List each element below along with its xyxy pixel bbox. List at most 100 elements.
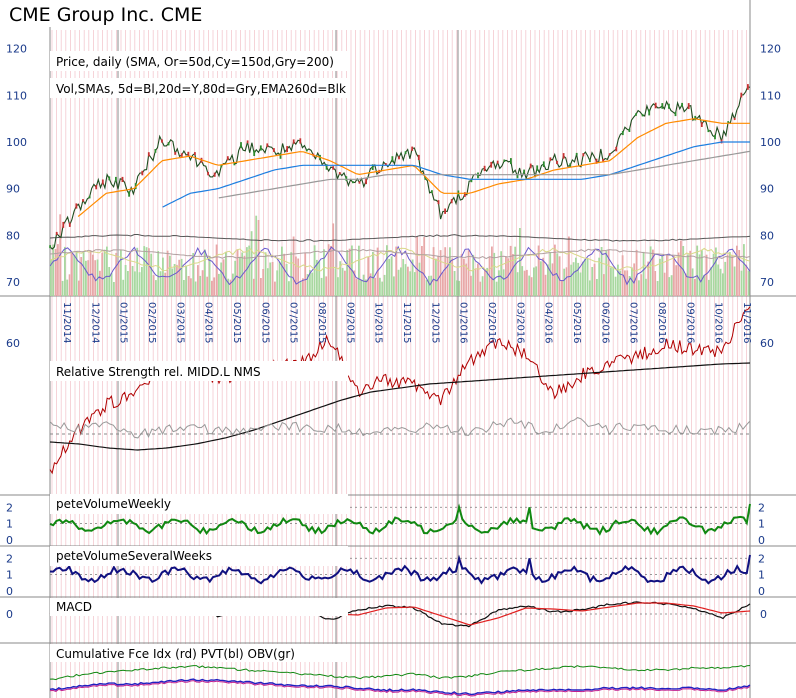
volume-bar: [526, 269, 528, 296]
volume-bar: [386, 245, 388, 296]
volume-bar: [346, 250, 349, 296]
price-candle: [286, 146, 288, 153]
price-candle: [707, 129, 710, 133]
volume-bar: [150, 253, 153, 296]
price-candle: [88, 195, 91, 199]
volume-bar: [75, 250, 78, 296]
volume-bar: [579, 272, 582, 296]
volume-bar: [183, 280, 185, 296]
vol-several-ytick-right: 2: [758, 552, 765, 565]
volume-bar: [362, 274, 365, 296]
volume-bar: [631, 267, 633, 296]
volume-bar: [535, 266, 538, 296]
volume-bar: [187, 276, 190, 296]
volume-bar: [514, 246, 517, 296]
price-candle: [562, 153, 565, 159]
date-label: 01/2015: [118, 302, 129, 344]
volume-bar: [390, 256, 393, 296]
volume-bar: [691, 268, 694, 296]
price-candle: [101, 179, 104, 185]
volume-bar: [64, 246, 66, 296]
volume-bar: [178, 259, 181, 296]
price-candle: [529, 163, 532, 169]
volume-bar: [614, 276, 617, 296]
volume-bar: [411, 259, 414, 296]
volume-bar: [747, 270, 750, 296]
sma50-line: [77, 118, 750, 217]
volume-bar: [722, 273, 724, 296]
volume-bar: [603, 274, 605, 296]
volume-bar: [78, 280, 80, 296]
price-ytick-right: 80: [760, 229, 774, 242]
volume-bar: [570, 264, 573, 296]
date-label: 02/2016: [486, 302, 497, 344]
volume-bar: [708, 279, 710, 296]
volume-bar: [355, 278, 358, 296]
volume-bar: [701, 250, 703, 296]
volume-bar: [206, 276, 209, 296]
volume-bar: [162, 257, 164, 296]
volume-bar: [129, 252, 132, 296]
volume-bar: [507, 258, 510, 296]
chart-title: CME Group Inc. CME: [9, 4, 202, 26]
volume-bar: [367, 257, 370, 296]
volume-bar: [498, 270, 500, 296]
volume-bar: [661, 255, 664, 296]
volume-bar: [397, 269, 400, 296]
volume-bar: [423, 237, 426, 296]
volume-bar: [190, 278, 192, 296]
volume-bar: [561, 280, 563, 296]
volume-bar: [299, 281, 302, 296]
volume-bar: [696, 245, 699, 296]
volume-bar: [199, 275, 202, 296]
price-candle: [55, 231, 58, 235]
volume-bar: [276, 270, 279, 296]
volume-bar: [638, 280, 640, 296]
volume-sma-line: [49, 234, 751, 242]
price-candle: [194, 152, 196, 156]
volume-bar: [341, 267, 344, 296]
price-ytick-right: 70: [760, 276, 774, 289]
volume-bar: [66, 279, 69, 296]
price-ytick-right: 120: [760, 43, 781, 56]
volume-sma-line: [49, 247, 751, 272]
volume-bar: [647, 261, 650, 296]
volume-bar: [675, 265, 678, 296]
price-candle: [365, 178, 367, 185]
volume-bar: [323, 249, 325, 296]
vol-several-ytick-right: 1: [758, 569, 765, 582]
price-candle: [108, 176, 111, 181]
price-candle: [82, 199, 84, 202]
volume-bar: [612, 267, 615, 296]
price-candle: [615, 146, 618, 152]
volume-bar: [99, 270, 101, 296]
volume-bar: [71, 251, 73, 296]
volume-bar: [61, 280, 64, 296]
volume-bar: [628, 276, 631, 296]
volume-bars: [50, 214, 750, 296]
volume-bar: [421, 246, 423, 296]
volume-bar: [358, 245, 360, 296]
volume-bar: [684, 273, 687, 296]
volume-bar: [57, 244, 59, 296]
volume-bar: [586, 258, 589, 296]
volume-bar: [337, 277, 339, 296]
volume-bar: [52, 244, 55, 296]
price-candle: [128, 191, 130, 197]
price-candle: [727, 121, 730, 124]
volume-bar: [572, 262, 575, 296]
volume-bar: [365, 279, 367, 296]
volume-bar: [248, 245, 251, 296]
vol-several-label: peteVolumeSeveralWeeks: [56, 549, 212, 563]
volume-bar: [593, 263, 596, 296]
volume-bar: [383, 274, 386, 296]
price-candle: [694, 115, 697, 121]
pvt-line: [49, 678, 751, 696]
price-candle: [621, 131, 624, 136]
volume-bar: [649, 246, 652, 296]
volume-bar: [197, 265, 199, 296]
price-candle: [681, 102, 683, 107]
volume-bar: [680, 240, 682, 296]
volume-bar: [176, 264, 178, 296]
volume-bar: [290, 252, 293, 296]
